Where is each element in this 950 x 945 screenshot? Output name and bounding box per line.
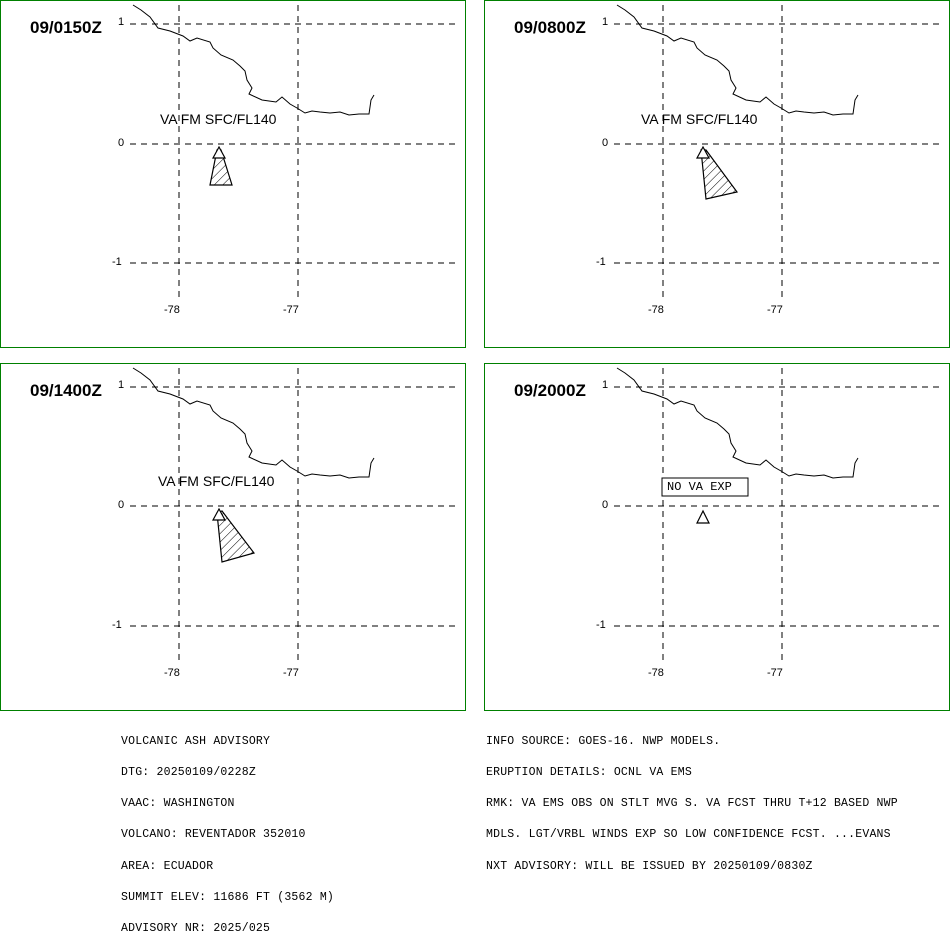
advisory-line: RMK: VA EMS OBS ON STLT MVG S. VA FCST T… bbox=[486, 797, 898, 811]
panel-border bbox=[0, 0, 466, 348]
coastline bbox=[132, 367, 375, 479]
advisory-line: VAAC: WASHINGTON bbox=[121, 797, 235, 811]
grid-lines bbox=[614, 5, 944, 298]
coastline bbox=[616, 4, 859, 116]
advisory-line: VOLCANIC ASH ADVISORY bbox=[121, 734, 271, 748]
forecast-panel-1: 09/0150Z VA FM SFC/FL140 1 0 -1 -78 -77 bbox=[0, 0, 466, 348]
advisory-header-block: VOLCANIC ASH ADVISORY DTG: 20250109/0228… bbox=[121, 716, 334, 945]
lat-tick-neg1: -1 bbox=[596, 619, 606, 631]
map-frame bbox=[484, 0, 950, 348]
status-box bbox=[661, 477, 749, 497]
coastline bbox=[616, 367, 859, 479]
map-frame bbox=[484, 363, 950, 711]
lat-tick-1: 1 bbox=[118, 379, 125, 391]
status-label: NO VA EXP bbox=[667, 480, 732, 494]
lon-tick-77: -77 bbox=[767, 667, 783, 679]
volcano-icon bbox=[696, 509, 710, 524]
grid-lines bbox=[130, 368, 460, 661]
lon-tick-78: -78 bbox=[648, 667, 664, 679]
grid-lines bbox=[130, 5, 460, 298]
forecast-panel-4: 09/2000Z NO VA EXP 1 0 -1 -78 -77 bbox=[484, 363, 950, 711]
map-frame bbox=[0, 0, 466, 348]
lat-tick-0: 0 bbox=[118, 137, 125, 149]
lon-tick-78: -78 bbox=[648, 304, 664, 316]
lon-tick-78: -78 bbox=[164, 667, 180, 679]
lat-tick-neg1: -1 bbox=[596, 256, 606, 268]
lat-tick-1: 1 bbox=[602, 379, 609, 391]
panel-time: 09/1400Z bbox=[30, 381, 102, 400]
ash-label: VA FM SFC/FL140 bbox=[160, 111, 277, 127]
coastline bbox=[132, 4, 375, 116]
advisory-line: AREA: ECUADOR bbox=[121, 859, 214, 873]
advisory-line: SUMMIT ELEV: 11686 FT (3562 M) bbox=[121, 890, 335, 904]
lat-tick-1: 1 bbox=[118, 16, 125, 28]
panel-time: 09/0800Z bbox=[514, 18, 586, 37]
lat-tick-neg1: -1 bbox=[112, 256, 122, 268]
panel-time: 09/2000Z bbox=[514, 381, 586, 400]
advisory-line: VOLCANO: REVENTADOR 352010 bbox=[121, 828, 306, 842]
ash-label: VA FM SFC/FL140 bbox=[641, 111, 758, 127]
lon-tick-78: -78 bbox=[164, 304, 180, 316]
panel-time: 09/0150Z bbox=[30, 18, 102, 37]
grid-lines bbox=[614, 368, 944, 661]
advisory-line: ERUPTION DETAILS: OCNL VA EMS bbox=[486, 766, 692, 780]
advisory-remarks-block: INFO SOURCE: GOES-16. NWP MODELS. ERUPTI… bbox=[486, 716, 898, 883]
advisory-line: NXT ADVISORY: WILL BE ISSUED BY 20250109… bbox=[486, 859, 813, 873]
lat-tick-neg1: -1 bbox=[112, 619, 122, 631]
volcano-icon bbox=[211, 507, 227, 521]
ash-label: VA FM SFC/FL140 bbox=[158, 473, 275, 489]
advisory-line: INFO SOURCE: GOES-16. NWP MODELS. bbox=[486, 734, 721, 748]
lat-tick-0: 0 bbox=[602, 499, 609, 511]
volcano-icon bbox=[211, 145, 227, 159]
advisory-line: ADVISORY NR: 2025/025 bbox=[121, 922, 271, 936]
lon-tick-77: -77 bbox=[767, 304, 783, 316]
advisory-line: DTG: 20250109/0228Z bbox=[121, 766, 256, 780]
map-frame bbox=[0, 363, 466, 711]
forecast-panel-2: 09/0800Z VA FM SFC/FL140 1 0 -1 -78 -77 bbox=[484, 0, 950, 348]
lat-tick-0: 0 bbox=[602, 137, 609, 149]
advisory-line: MDLS. LGT/VRBL WINDS EXP SO LOW CONFIDEN… bbox=[486, 828, 891, 842]
volcano-icon bbox=[695, 145, 711, 159]
lat-tick-0: 0 bbox=[118, 499, 125, 511]
lat-tick-1: 1 bbox=[602, 16, 609, 28]
lon-tick-77: -77 bbox=[283, 304, 299, 316]
panel-border bbox=[484, 363, 950, 711]
lon-tick-77: -77 bbox=[283, 667, 299, 679]
forecast-panel-3: 09/1400Z VA FM SFC/FL140 1 0 -1 -78 -77 bbox=[0, 363, 466, 711]
